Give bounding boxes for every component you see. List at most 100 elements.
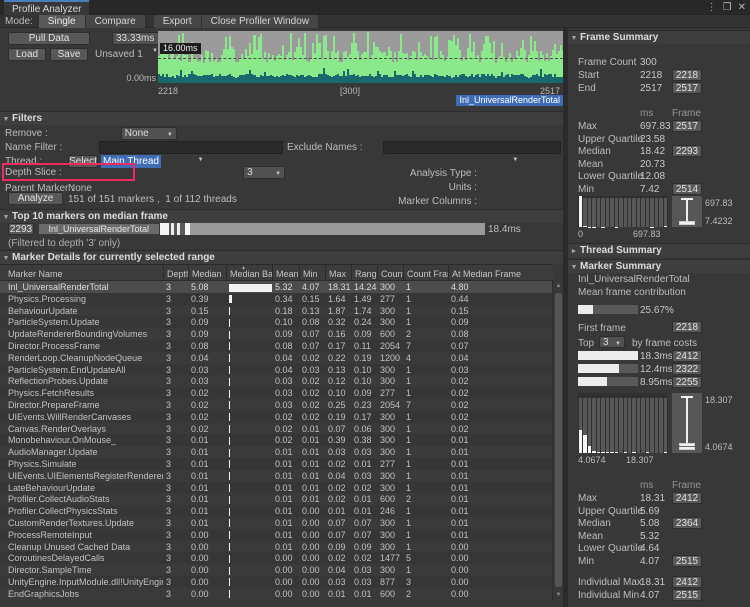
analyze-button[interactable]: Analyze bbox=[8, 192, 63, 205]
table-row[interactable]: UpdateRendererBoundingVolumes30.090.090.… bbox=[0, 328, 553, 340]
export-button[interactable]: Export bbox=[154, 15, 202, 28]
frame-column-header: Frame bbox=[672, 108, 701, 119]
top10-segment[interactable] bbox=[190, 223, 485, 235]
column-header-count-frame[interactable]: Count Frame bbox=[403, 265, 448, 280]
table-row[interactable]: Director.SampleTime30.000.000.000.040.03… bbox=[0, 564, 553, 576]
range-dropdown[interactable]: 33.33ms▼ bbox=[112, 32, 162, 45]
stat-frame-button[interactable]: 2514 bbox=[672, 183, 702, 195]
scrollbar-thumb[interactable] bbox=[555, 293, 562, 587]
table-row[interactable]: Inl_UniversalRenderTotal35.085.324.0718.… bbox=[0, 281, 553, 293]
top-cost-frame-button[interactable]: 2322 bbox=[672, 363, 702, 375]
mode-compare-button[interactable]: Compare bbox=[86, 15, 146, 28]
table-row[interactable]: EndGraphicsJobs30.000.000.000.010.016002… bbox=[0, 588, 553, 600]
table-row[interactable]: UnityEngine.InputModule.dll!UnityEngineI… bbox=[0, 576, 553, 588]
thread-summary-header[interactable]: ►Thread Summary bbox=[568, 243, 750, 257]
table-header-row[interactable]: Marker NameDepthMedianMedian Bar▲MeanMin… bbox=[0, 264, 553, 281]
stat-frame-button[interactable]: 2412 bbox=[672, 492, 702, 504]
table-row[interactable]: CoroutinesDelayedCalls30.000.000.000.020… bbox=[0, 552, 553, 564]
end-frame-button[interactable]: 2517 bbox=[672, 82, 702, 94]
maximize-icon[interactable]: ❐ bbox=[723, 2, 732, 13]
top10-frame-button[interactable]: 2293 bbox=[8, 223, 34, 235]
top10-ribbon[interactable]: Inl_UniversalRenderTotal bbox=[38, 223, 485, 235]
exclude-names-input[interactable] bbox=[383, 141, 561, 154]
table-cell: 300 bbox=[377, 446, 403, 458]
table-row[interactable]: LateBehaviourUpdate30.010.010.010.020.02… bbox=[0, 482, 553, 494]
scroll-up-icon[interactable]: ▲ bbox=[555, 283, 562, 289]
marker-details-section-header[interactable]: ▼Marker Details for currently selected r… bbox=[0, 250, 563, 264]
table-cell: 0.01 bbox=[325, 588, 351, 600]
stat-frame-button[interactable]: 2412 bbox=[672, 576, 702, 588]
marker-summary-header[interactable]: ▼Marker Summary bbox=[568, 259, 750, 273]
stat-frame-button[interactable]: 2293 bbox=[672, 145, 702, 157]
thread-summary-title: Thread Summary bbox=[580, 245, 662, 256]
median-bar bbox=[229, 508, 230, 516]
frame-time-chart[interactable]: 16.00ms bbox=[158, 31, 563, 83]
table-row[interactable]: CustomRenderTextures.Update30.010.010.00… bbox=[0, 517, 553, 529]
table-cell: 0.02 bbox=[299, 411, 325, 423]
table-row[interactable]: AudioManager.Update30.010.010.010.030.03… bbox=[0, 446, 553, 458]
table-row[interactable]: Physics.Processing30.390.340.151.641.492… bbox=[0, 293, 553, 305]
top-cost-frame-button[interactable]: 2255 bbox=[672, 376, 702, 388]
table-row[interactable]: ReflectionProbes.Update30.030.030.020.12… bbox=[0, 375, 553, 387]
name-filter-input[interactable] bbox=[99, 141, 283, 154]
stat-frame-button[interactable]: 2364 bbox=[672, 517, 702, 529]
table-row[interactable]: UIEvents.WillRenderCanvases30.020.020.02… bbox=[0, 411, 553, 423]
top10-marker-segment[interactable]: Inl_UniversalRenderTotal bbox=[38, 223, 160, 235]
table-cell: 877 bbox=[377, 576, 403, 588]
table-row[interactable]: Profiler.CollectPhysicsStats30.010.010.0… bbox=[0, 505, 553, 517]
column-header-median-bar[interactable]: Median Bar▲ bbox=[226, 265, 272, 280]
column-header-mean[interactable]: Mean bbox=[272, 265, 299, 280]
column-header-max[interactable]: Max bbox=[325, 265, 351, 280]
stat-frame-button[interactable]: 2515 bbox=[672, 589, 702, 601]
top10-segment[interactable] bbox=[160, 223, 169, 235]
column-header-range[interactable]: Range bbox=[351, 265, 377, 280]
table-row[interactable]: Director.ProcessFrame30.080.080.070.170.… bbox=[0, 340, 553, 352]
close-icon[interactable]: ✕ bbox=[738, 2, 746, 13]
marker-histogram[interactable] bbox=[578, 393, 668, 453]
table-scrollbar[interactable]: ▲ ▼ bbox=[552, 281, 563, 600]
table-row[interactable]: Profiler.CollectAudioStats30.010.010.010… bbox=[0, 493, 553, 505]
start-frame-button[interactable]: 2218 bbox=[672, 69, 702, 81]
filters-section-header[interactable]: ▼Filters bbox=[0, 111, 563, 125]
table-row[interactable]: Canvas.RenderOverlays30.020.020.010.070.… bbox=[0, 423, 553, 435]
column-header-median[interactable]: Median bbox=[188, 265, 226, 280]
column-header-min[interactable]: Min bbox=[299, 265, 325, 280]
table-row[interactable]: ParticleSystem.Update30.090.100.080.320.… bbox=[0, 316, 553, 328]
table-row[interactable]: Physics.Simulate30.010.010.010.020.01277… bbox=[0, 458, 553, 470]
table-row[interactable]: Physics.FetchResults30.020.030.020.100.0… bbox=[0, 387, 553, 399]
table-row[interactable]: UIEvents.UIElementsRegisterRenderers30.0… bbox=[0, 470, 553, 482]
save-button[interactable]: Save bbox=[50, 48, 88, 61]
table-row[interactable]: BehaviourUpdate30.150.180.131.871.743001… bbox=[0, 305, 553, 317]
column-header-depth[interactable]: Depth bbox=[163, 265, 188, 280]
kebab-menu-icon[interactable]: ⋮ bbox=[707, 2, 717, 13]
top-cost-frame-button[interactable]: 2412 bbox=[672, 350, 702, 362]
load-button[interactable]: Load bbox=[8, 48, 46, 61]
scroll-down-icon[interactable]: ▼ bbox=[555, 592, 562, 598]
column-header-at-median-frame[interactable]: At Median Frame bbox=[448, 265, 553, 280]
pull-data-button[interactable]: Pull Data bbox=[8, 32, 90, 45]
mode-single-button[interactable]: Single bbox=[39, 15, 86, 28]
table-cell: 3 bbox=[163, 505, 188, 517]
column-header-marker-name[interactable]: Marker Name bbox=[0, 265, 163, 280]
table-row[interactable]: ProcessRemoteInput30.000.010.000.070.073… bbox=[0, 529, 553, 541]
stat-frame-button[interactable]: 2517 bbox=[672, 120, 702, 132]
top-n-dropdown[interactable]: 3▼ bbox=[599, 336, 625, 348]
frame-summary-header[interactable]: ▼Frame Summary bbox=[568, 30, 750, 44]
remove-dropdown[interactable]: None▼ bbox=[121, 127, 177, 140]
table-cell: 3 bbox=[163, 576, 188, 588]
first-frame-button[interactable]: 2218 bbox=[672, 321, 702, 333]
table-row[interactable]: ParticleSystem.EndUpdateAll30.030.040.03… bbox=[0, 364, 553, 376]
table-row[interactable]: Director.PrepareFrame30.020.030.020.250.… bbox=[0, 399, 553, 411]
table-row[interactable]: RenderLoop.CleanupNodeQueue30.040.040.02… bbox=[0, 352, 553, 364]
depth-slice-dropdown[interactable]: 3▼ bbox=[243, 166, 285, 179]
table-row[interactable]: Cleanup Unused Cached Data30.000.010.000… bbox=[0, 541, 553, 553]
close-profiler-window-button[interactable]: Close Profiler Window bbox=[202, 15, 319, 28]
frame-histogram[interactable] bbox=[578, 196, 668, 227]
top10-section-header[interactable]: ▼Top 10 markers on median frame bbox=[0, 209, 563, 223]
tab-profile-analyzer[interactable]: Profile Analyzer bbox=[4, 0, 89, 15]
stat-frame-button[interactable]: 2515 bbox=[672, 555, 702, 567]
table-row[interactable]: Monobehaviour.OnMouse_30.010.020.010.390… bbox=[0, 434, 553, 446]
histogram-bin bbox=[646, 393, 649, 453]
column-header-count[interactable]: Count bbox=[377, 265, 403, 280]
histogram-bin bbox=[588, 393, 591, 453]
